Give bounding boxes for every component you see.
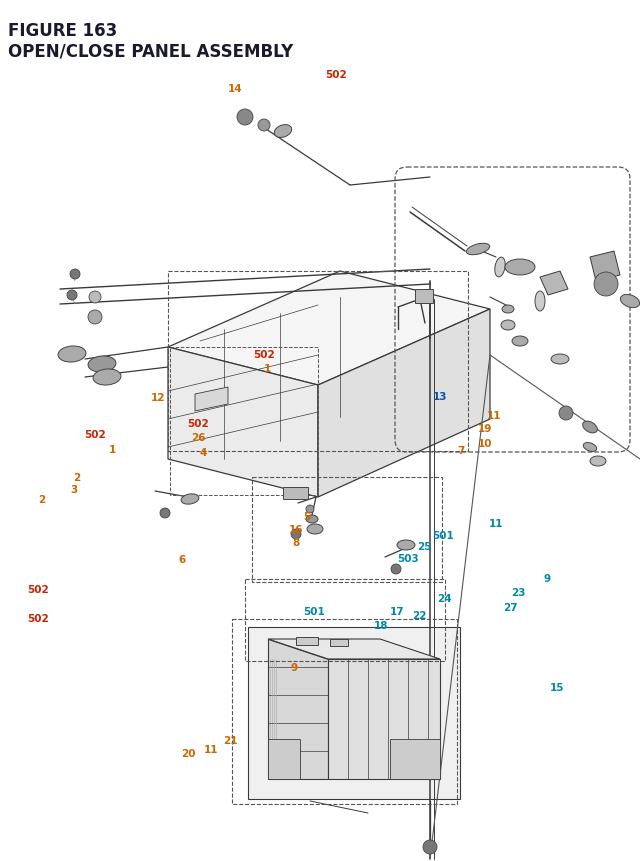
Text: OPEN/CLOSE PANEL ASSEMBLY: OPEN/CLOSE PANEL ASSEMBLY — [8, 42, 293, 60]
Text: 11: 11 — [487, 411, 501, 421]
Bar — [168, 272, 468, 451]
Text: 6: 6 — [179, 554, 186, 565]
Ellipse shape — [467, 244, 490, 256]
Ellipse shape — [93, 369, 121, 386]
Circle shape — [237, 110, 253, 126]
Text: 7: 7 — [457, 445, 465, 455]
Text: 2: 2 — [38, 494, 45, 505]
Circle shape — [258, 120, 270, 132]
Bar — [232, 619, 457, 804]
Text: 19: 19 — [478, 424, 492, 434]
Bar — [296, 637, 318, 645]
Polygon shape — [540, 272, 568, 295]
Text: 24: 24 — [438, 593, 452, 604]
Bar — [170, 348, 318, 495]
Polygon shape — [268, 639, 328, 779]
Circle shape — [160, 508, 170, 518]
Text: 11: 11 — [204, 744, 218, 754]
Ellipse shape — [501, 320, 515, 331]
Text: 503: 503 — [397, 553, 419, 563]
Text: 21: 21 — [223, 735, 237, 746]
Polygon shape — [268, 639, 440, 660]
Polygon shape — [248, 628, 460, 799]
Text: 2: 2 — [73, 473, 81, 483]
Polygon shape — [268, 739, 300, 779]
Text: 1: 1 — [264, 363, 271, 374]
Circle shape — [306, 505, 314, 513]
Text: 3: 3 — [70, 484, 77, 494]
Polygon shape — [390, 739, 440, 779]
Ellipse shape — [397, 541, 415, 550]
Text: 502: 502 — [28, 613, 49, 623]
Text: 1: 1 — [108, 444, 116, 455]
Ellipse shape — [590, 456, 606, 467]
Bar — [283, 487, 308, 499]
Text: 501: 501 — [433, 530, 454, 541]
Text: 15: 15 — [550, 682, 564, 692]
Ellipse shape — [620, 295, 639, 308]
Text: 502: 502 — [28, 585, 49, 595]
Text: 9: 9 — [543, 573, 551, 584]
Ellipse shape — [306, 516, 318, 523]
Ellipse shape — [505, 260, 535, 276]
Text: 26: 26 — [191, 432, 205, 443]
Text: 501: 501 — [303, 606, 324, 616]
Text: 10: 10 — [478, 438, 492, 449]
Text: 502: 502 — [188, 418, 209, 429]
Text: 9: 9 — [291, 662, 298, 672]
Ellipse shape — [58, 346, 86, 362]
Polygon shape — [318, 310, 490, 498]
Text: 5: 5 — [303, 511, 311, 522]
Text: 11: 11 — [489, 518, 503, 529]
Text: 13: 13 — [433, 391, 447, 401]
Circle shape — [423, 840, 437, 854]
Bar — [252, 478, 442, 582]
Ellipse shape — [583, 443, 596, 452]
Polygon shape — [590, 251, 620, 282]
Text: 22: 22 — [413, 610, 427, 621]
Text: 8: 8 — [292, 537, 300, 548]
Ellipse shape — [502, 306, 514, 313]
Text: 16: 16 — [289, 524, 303, 535]
Text: 4: 4 — [200, 447, 207, 457]
Text: 17: 17 — [390, 606, 404, 616]
Ellipse shape — [512, 337, 528, 347]
Ellipse shape — [495, 257, 505, 277]
Circle shape — [559, 406, 573, 420]
Ellipse shape — [535, 292, 545, 312]
Polygon shape — [168, 272, 490, 386]
Text: FIGURE 163: FIGURE 163 — [8, 22, 117, 40]
Circle shape — [70, 269, 80, 280]
Circle shape — [291, 530, 301, 539]
Text: 502: 502 — [84, 430, 106, 440]
Circle shape — [391, 564, 401, 574]
Ellipse shape — [88, 356, 116, 373]
Text: 502: 502 — [253, 350, 275, 360]
Bar — [415, 289, 433, 304]
Text: 23: 23 — [511, 587, 525, 598]
Text: 18: 18 — [374, 620, 388, 630]
Text: 12: 12 — [151, 393, 165, 403]
Bar — [330, 639, 348, 647]
Text: 14: 14 — [228, 84, 243, 94]
Polygon shape — [328, 660, 440, 779]
Ellipse shape — [181, 494, 199, 505]
Polygon shape — [195, 387, 228, 412]
Circle shape — [89, 292, 101, 304]
Polygon shape — [168, 348, 318, 498]
Circle shape — [594, 273, 618, 297]
Text: 25: 25 — [417, 542, 431, 552]
Circle shape — [67, 291, 77, 300]
Circle shape — [88, 311, 102, 325]
Ellipse shape — [275, 126, 292, 139]
Ellipse shape — [551, 355, 569, 364]
Ellipse shape — [582, 422, 597, 433]
Ellipse shape — [307, 524, 323, 535]
Text: 502: 502 — [325, 70, 347, 80]
Text: 20: 20 — [182, 748, 196, 759]
Bar — [245, 579, 445, 661]
Text: 27: 27 — [504, 602, 518, 612]
